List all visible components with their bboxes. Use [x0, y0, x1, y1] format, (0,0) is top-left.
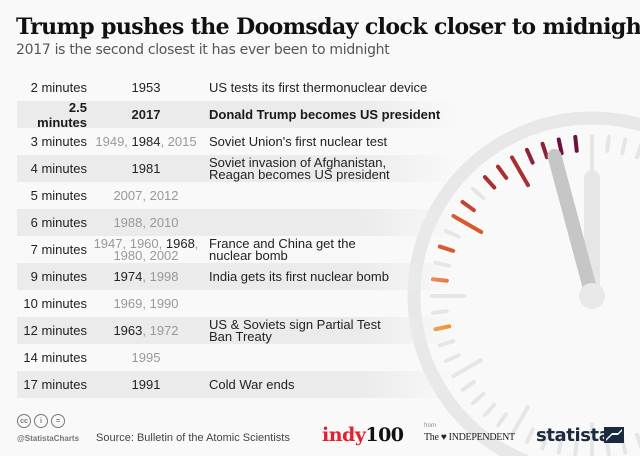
event-cell: US & Soviets sign Partial Test Ban Treaty [209, 316, 381, 344]
event-cell: Soviet invasion of Afghanistan, Reagan be… [209, 154, 390, 182]
clock-tick [460, 379, 476, 393]
clock-tick [524, 427, 535, 445]
event-cell: India gets its first nuclear bomb [209, 268, 389, 284]
minutes-cell: 5 minutes [30, 188, 87, 203]
minutes-cell: 12 minutes [23, 323, 87, 338]
table-row: 4 minutes 1981 Soviet invasion of Afghanis… [17, 155, 457, 182]
minutes-cell: 4 minutes [30, 161, 87, 176]
statista-logo[interactable]: statista [536, 425, 611, 446]
chart-title: Trump pushes the Doomsday clock closer t… [16, 14, 640, 40]
table-row: 17 minutes 1991 Cold War ends [17, 371, 457, 398]
table-row: 7 minutes 1947, 1960, 1968, 1980, 2002 Fran… [17, 236, 457, 263]
clock-tick [524, 147, 535, 165]
minutes-cell: 7 minutes [30, 242, 87, 257]
table-row: 5 minutes 2007, 2012 [17, 182, 457, 209]
clock-tick [495, 412, 509, 428]
table-row: 2 minutes 1953 US tests its first thermonu… [17, 74, 457, 101]
clock-tick [482, 175, 497, 190]
clock-tick [573, 439, 579, 456]
doomsday-table: 2 minutes 1953 US tests its first thermonu… [17, 74, 457, 398]
years-cell: 1988, 2010 [113, 214, 179, 230]
statista-handle[interactable]: @StatistaCharts [17, 434, 80, 443]
years-cell: 2017 [131, 106, 161, 122]
statista-logo-icon [604, 427, 624, 443]
clock-ring [407, 111, 640, 456]
clock-tick [556, 137, 564, 156]
clock-tick [635, 142, 640, 160]
clock-tick [430, 309, 449, 315]
chart-subtitle: 2017 is the second closest it has ever b… [16, 42, 390, 58]
minutes-cell: 14 minutes [23, 350, 87, 365]
table-row: 14 minutes 1995 [17, 344, 457, 371]
nd-icon[interactable]: = [51, 414, 65, 428]
source-note: Source: Bulletin of the Atomic Scientist… [96, 432, 290, 444]
clock-tick [451, 214, 484, 234]
years-cell: 1963, 1972 [113, 322, 179, 338]
clock-tick [573, 134, 579, 153]
years-cell: 2007, 2012 [113, 187, 179, 203]
clock-tick [620, 137, 628, 156]
minutes-cell: 2.5 minutes [37, 99, 87, 130]
indy-text: indy [322, 424, 366, 446]
by-icon[interactable]: i [34, 414, 48, 428]
table-row: 10 minutes 1969, 1990 [17, 290, 457, 317]
license-icons: cc i = [17, 414, 65, 428]
years-cell: 1995 [131, 349, 161, 365]
event-cell: Soviet Union's first nuclear test [209, 133, 388, 149]
minutes-cell: 2 minutes [30, 80, 87, 95]
clock-tick [451, 358, 484, 378]
years-cell: 1991 [131, 376, 161, 392]
clock-tick [510, 155, 530, 188]
clock-tick [510, 404, 530, 437]
clock-tick [556, 436, 564, 455]
years-cell: 1947, 1960, 1968, 1980, 2002 [93, 235, 199, 263]
event-cell: Cold War ends [209, 376, 295, 392]
clock-tick [482, 402, 497, 417]
table-row: 12 minutes 1963, 1972 US & Soviets sign Pa… [17, 317, 457, 344]
clock-tick [471, 186, 486, 201]
minute-hand [547, 148, 599, 303]
independent-logo[interactable]: The ♥ INDEPENDENT [424, 432, 515, 443]
clock-tick [443, 353, 461, 364]
years-cell: 1949, 1984, 2015 [95, 133, 197, 149]
clock-tick [540, 141, 549, 160]
clock-center [579, 283, 605, 309]
clock-tick [635, 432, 640, 450]
years-cell: 1974, 1998 [113, 268, 179, 284]
minutes-cell: 3 minutes [30, 134, 87, 149]
table-row: 2.5 minutes 2017 Donald Trump becomes US p… [17, 99, 457, 130]
clock-tick [460, 199, 476, 213]
event-cell: Donald Trump becomes US president [209, 106, 441, 122]
minutes-cell: 17 minutes [23, 377, 87, 392]
years-cell: 1981 [131, 160, 161, 176]
indy100-logo[interactable]: indy100 [322, 424, 404, 446]
table-row: 9 minutes 1974, 1998 India gets its first … [17, 263, 457, 290]
clock-tick [605, 439, 611, 456]
clock-tick [540, 432, 549, 451]
from-label: from [424, 423, 436, 429]
minutes-cell: 6 minutes [30, 215, 87, 230]
table-row: 6 minutes 1988, 2010 [17, 209, 457, 236]
event-cell: France and China get the nuclear bomb [209, 235, 356, 263]
table-row: 3 minutes 1949, 1984, 2015 Soviet Union's … [17, 128, 457, 155]
clock-tick [495, 164, 509, 180]
cc-icon[interactable]: cc [17, 414, 31, 428]
minutes-cell: 9 minutes [30, 269, 87, 284]
clock-tick [437, 244, 456, 253]
event-cell: US tests its first thermonuclear device [209, 79, 428, 95]
years-cell: 1953 [131, 79, 161, 95]
clock-tick [471, 391, 486, 406]
minutes-cell: 10 minutes [23, 296, 87, 311]
clock-tick [605, 134, 611, 153]
years-cell: 1969, 1990 [113, 295, 179, 311]
indy-number: 100 [365, 424, 404, 446]
